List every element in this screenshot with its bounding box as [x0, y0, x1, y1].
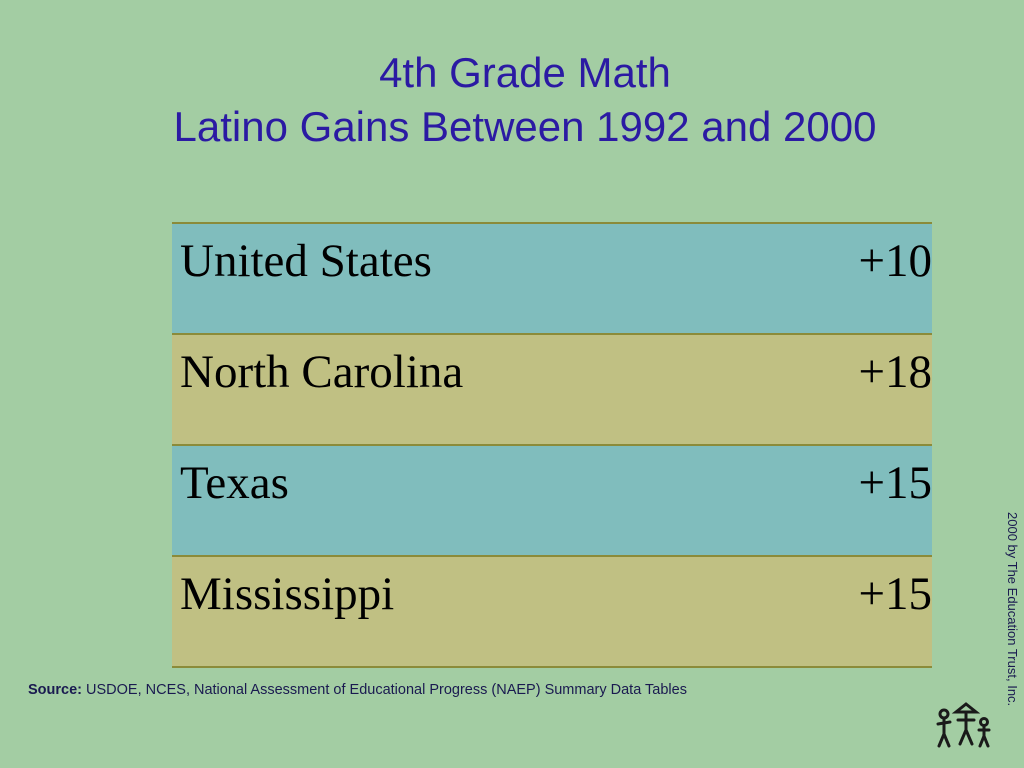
title-line: Latino Gains Between 1992 and 2000 [173, 103, 877, 150]
table-row: United States +10 [172, 222, 932, 335]
source-note: Source: USDOE, NCES, National Assessment… [28, 680, 728, 701]
title-line: 4th Grade Math [379, 49, 671, 96]
table-row: North Carolina +18 [172, 333, 932, 446]
gain-cell: +18 [778, 333, 932, 446]
logo [936, 702, 991, 748]
table-row: Texas +15 [172, 444, 932, 557]
state-cell: Texas [172, 444, 779, 557]
source-label: Source: [28, 682, 82, 698]
copyright: 2000 by The Education Trust, Inc. [1005, 512, 1020, 707]
data-table: United States +10 North Carolina +18 Texas +1… [172, 222, 932, 668]
gain-cell: +10 [778, 222, 932, 335]
gain-cell: +15 [778, 444, 932, 557]
state-cell: Mississippi [172, 555, 779, 668]
gain-cell: +15 [778, 555, 932, 668]
table-row: Mississippi +15 [172, 555, 932, 668]
source-text: USDOE, NCES, National Assessment of Educ… [86, 682, 687, 698]
state-cell: North Carolina [172, 333, 779, 446]
state-cell: United States [172, 222, 779, 335]
title: 4th Grade Math Latino Gains Between 1992… [145, 46, 905, 154]
